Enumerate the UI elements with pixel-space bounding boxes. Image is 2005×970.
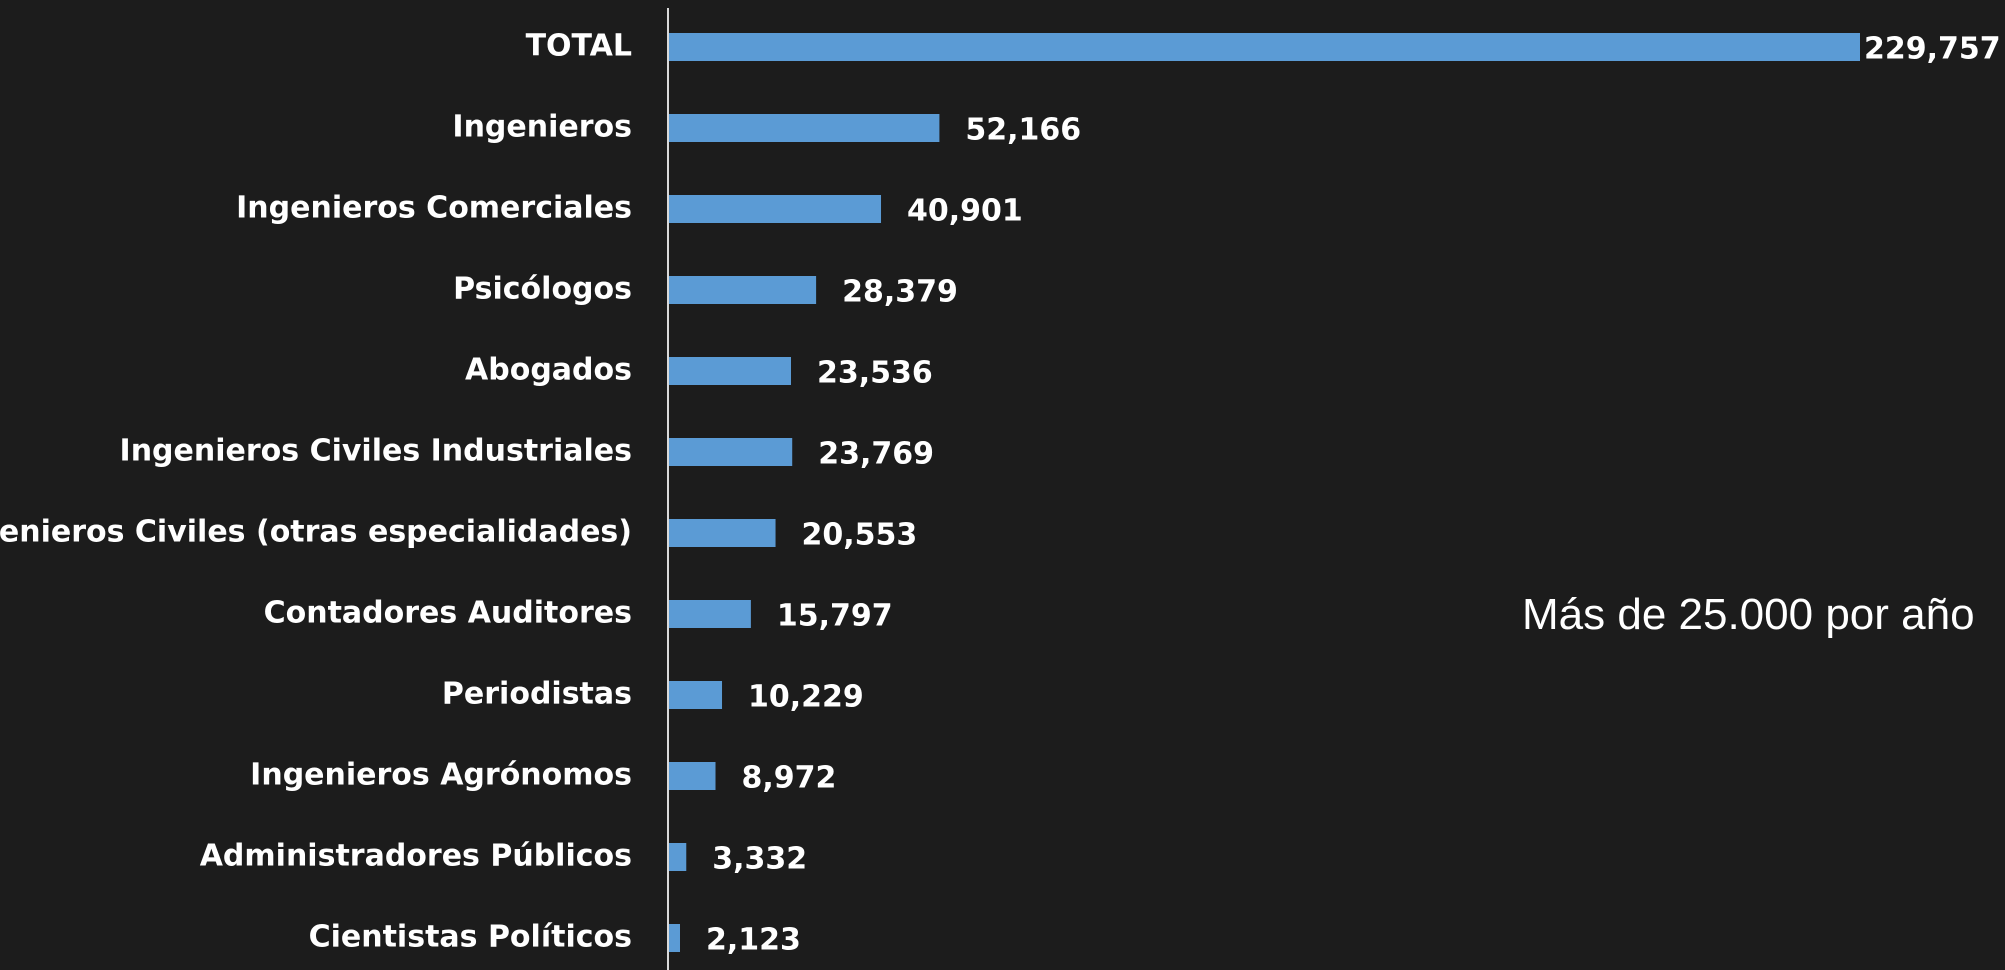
bar [669,843,687,871]
category-label: Abogados [465,353,632,388]
bar [669,276,817,304]
bar [669,519,776,547]
category-label: Ingenieros Civiles (otras especialidades… [0,515,632,550]
category-label: Ingenieros Agrónomos [250,758,632,793]
bar [669,114,940,142]
bar [669,600,751,628]
value-label: 23,536 [817,356,933,391]
bar [669,33,1860,61]
bar [669,438,793,466]
value-label: 10,229 [748,680,864,715]
category-label: Administradores Públicos [200,839,632,874]
category-label: Periodistas [442,677,632,712]
value-label: 52,166 [965,113,1081,148]
value-label: 28,379 [842,275,958,310]
category-label: Ingenieros Civiles Industriales [120,434,632,469]
category-label: Contadores Auditores [264,596,632,631]
value-label: 40,901 [907,194,1023,229]
value-label: 23,769 [818,437,934,472]
bar [669,195,882,223]
value-label: 2,123 [706,923,801,958]
annotation-text: Más de 25.000 por año [1522,590,1975,639]
bar [669,357,792,385]
value-label: 15,797 [777,599,893,634]
bar [669,762,716,790]
value-label: 229,757 [1864,32,2001,67]
value-label: 3,332 [712,842,807,877]
category-label: Ingenieros Comerciales [236,191,632,226]
value-label: 20,553 [802,518,918,553]
bar [669,681,723,709]
category-label: Cientistas Políticos [309,920,632,955]
category-label: TOTAL [526,29,632,64]
category-label: Ingenieros [452,110,632,145]
bar [669,924,681,952]
category-label: Psicólogos [453,272,632,307]
value-label: 8,972 [742,761,837,796]
